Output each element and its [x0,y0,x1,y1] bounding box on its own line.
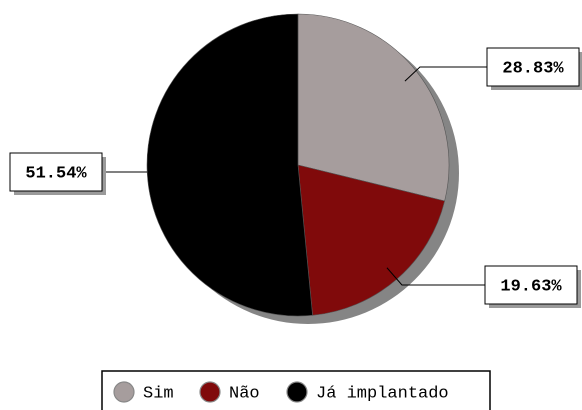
data-label: 19.63% [500,277,562,296]
legend-swatch [113,381,135,403]
label-box [9,152,103,192]
leader-line [404,66,487,82]
data-label: 28.83% [502,59,564,78]
label-box [486,47,580,87]
pie-slice [146,13,313,317]
legend-label: Já implantado [316,384,449,403]
legend-box [101,370,491,410]
leader-line [386,267,485,286]
legend-swatch [199,381,221,403]
legend-label: Sim [143,384,174,403]
label-box [484,265,578,305]
legend-label: Não [229,384,260,403]
data-label: 51.54% [25,164,87,183]
legend-swatch [286,381,308,403]
pie-slice [297,13,450,202]
